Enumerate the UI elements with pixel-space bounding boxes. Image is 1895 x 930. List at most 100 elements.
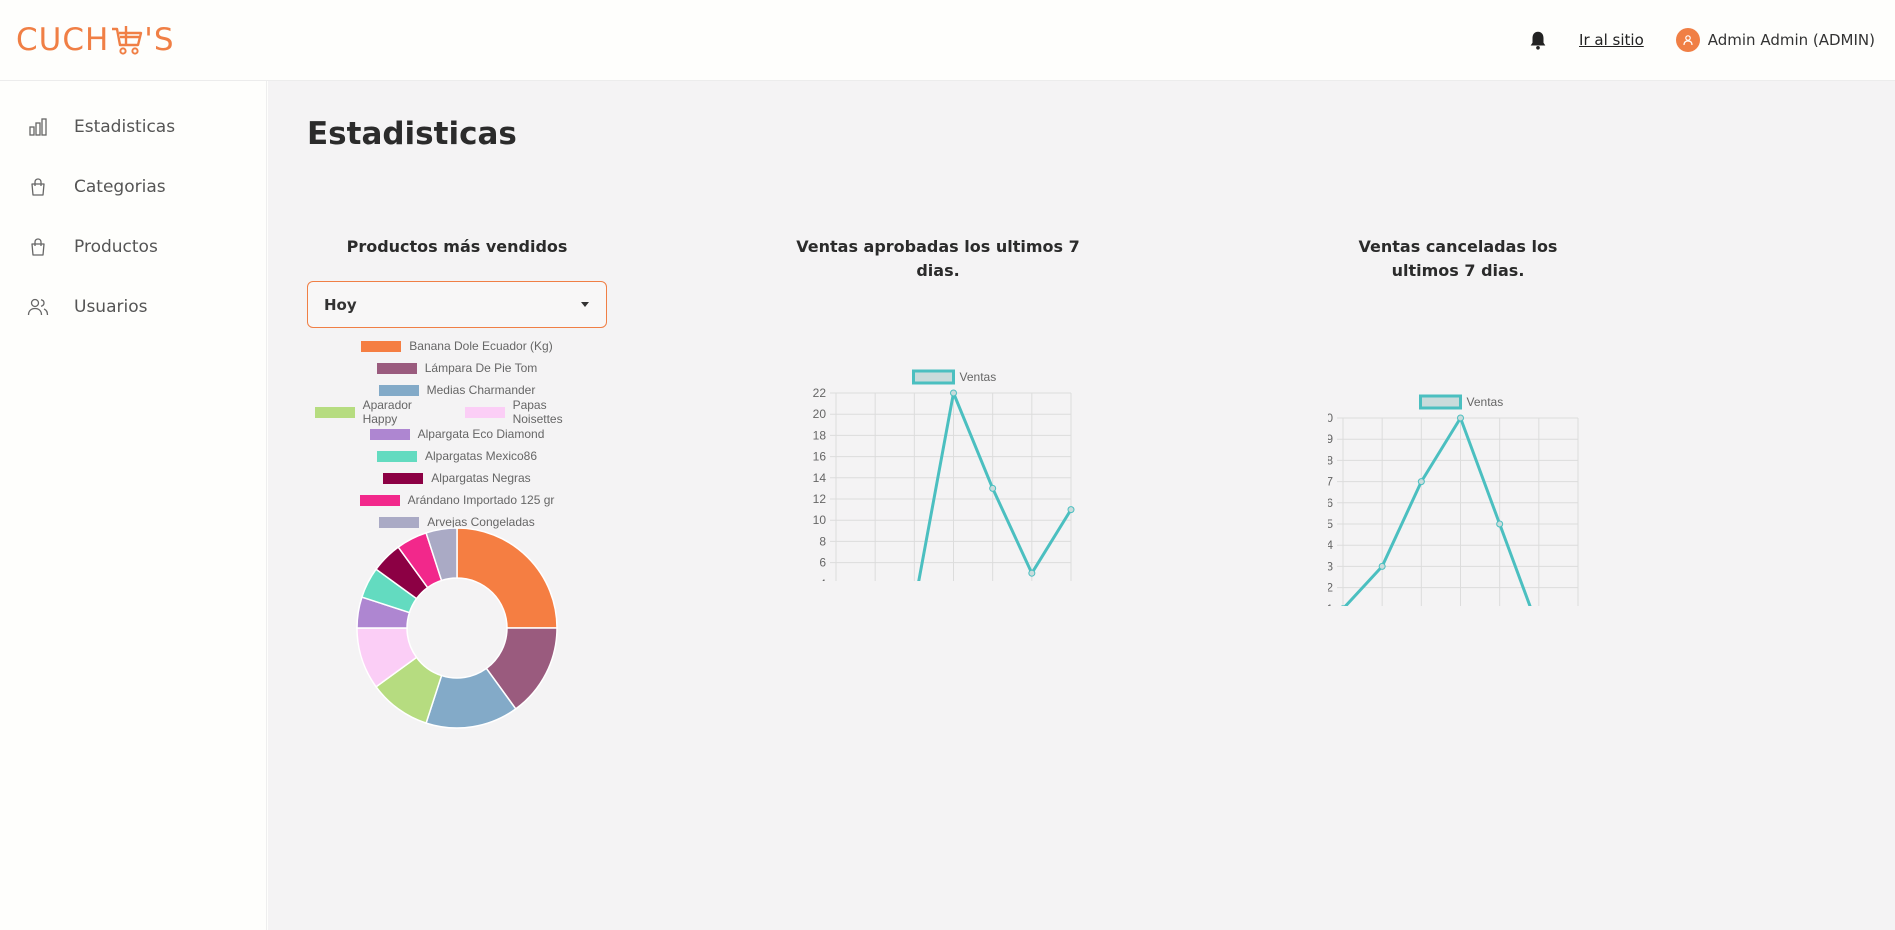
y-tick-label: 4	[819, 577, 826, 581]
go-to-site-link[interactable]: Ir al sitio	[1579, 31, 1644, 49]
y-tick-label: 3	[1328, 559, 1333, 573]
main-content: Estadisticas Productos más vendidos Hoy …	[268, 81, 1895, 930]
sidebar-item-label: Categorias	[74, 177, 166, 197]
data-point[interactable]	[1028, 569, 1036, 577]
sidebar: Estadisticas Categorias Productos	[0, 81, 267, 930]
legend-swatch	[315, 406, 355, 418]
best-sellers-legend: Banana Dole Ecuador (Kg) Lámpara De Pie …	[307, 335, 607, 533]
header-actions: Ir al sitio Admin Admin (ADMIN)	[1527, 25, 1875, 55]
data-point[interactable]	[1378, 562, 1386, 570]
y-tick-label: 12	[813, 492, 827, 506]
legend-label: Arándano Importado 125 gr	[407, 493, 555, 507]
legend-swatch	[359, 494, 400, 506]
pie-slice[interactable]	[456, 527, 558, 629]
bar-chart-icon	[27, 116, 49, 138]
logo-text-right: 'S	[144, 22, 175, 58]
period-select[interactable]: Hoy	[307, 281, 607, 328]
users-icon	[27, 296, 49, 318]
legend-item[interactable]: Alpargata Eco Diamond	[369, 427, 545, 441]
legend-label: Arvejas Congeladas	[427, 515, 535, 529]
legend-swatch	[379, 516, 420, 528]
y-tick-label: 10	[1328, 411, 1333, 425]
period-select-value: Hoy	[324, 295, 357, 314]
legend-label: Banana Dole Ecuador (Kg)	[409, 339, 553, 353]
y-tick-label: 20	[813, 407, 827, 421]
legend-label: Ventas	[1467, 395, 1504, 409]
legend-label: Alpargatas Mexico86	[424, 449, 538, 463]
user-name: Admin Admin (ADMIN)	[1707, 31, 1875, 49]
y-tick-label: 2	[1328, 581, 1333, 595]
y-tick-label: 16	[813, 450, 827, 464]
y-tick-label: 7	[1328, 475, 1333, 489]
legend-item[interactable]: Aparador Happy	[315, 398, 449, 426]
sidebar-item-usuarios[interactable]: Usuarios	[27, 292, 147, 322]
page-title: Estadisticas	[307, 116, 517, 152]
data-point[interactable]	[1457, 414, 1464, 422]
y-tick-label: 8	[819, 534, 826, 548]
sidebar-item-productos[interactable]: Productos	[27, 232, 158, 262]
user-menu[interactable]: Admin Admin (ADMIN)	[1675, 28, 1875, 52]
canceled-sales-title: Ventas canceladas los ultimos 7 dias.	[1358, 237, 1558, 280]
y-tick-label: 8	[1328, 453, 1333, 467]
legend-item[interactable]: Alpargatas Mexico86	[376, 449, 538, 463]
best-sellers-title: Productos más vendidos	[346, 237, 568, 256]
y-tick-label: 6	[1328, 496, 1333, 510]
top-bar: CUCH 'S Ir al sitio Admin Admin (ADMIN)	[0, 0, 1895, 81]
y-tick-label: 5	[1328, 517, 1333, 531]
sidebar-item-categorias[interactable]: Categorias	[27, 172, 166, 202]
legend-item[interactable]: Papas Noisettes	[465, 398, 599, 426]
y-tick-label: 9	[1328, 432, 1333, 446]
legend-swatch	[383, 472, 424, 484]
sidebar-item-label: Estadisticas	[74, 117, 176, 137]
approved-sales-line-chart[interactable]: Ventas2468101214161820222023-07-152023-0…	[808, 281, 1108, 581]
data-point[interactable]	[950, 389, 957, 397]
legend-item[interactable]: Arvejas Congeladas	[379, 515, 535, 529]
y-tick-label: 10	[813, 513, 827, 527]
data-point[interactable]	[989, 484, 997, 492]
avatar	[1675, 28, 1700, 52]
y-tick-label: 6	[819, 556, 826, 570]
legend-item[interactable]: Alpargatas Negras	[383, 471, 531, 485]
legend-label: Ventas	[960, 370, 997, 384]
y-tick-label: 4	[1328, 538, 1333, 552]
legend-item[interactable]: Lámpara De Pie Tom	[376, 361, 538, 375]
data-point[interactable]	[1067, 506, 1075, 514]
y-tick-label: 22	[813, 386, 827, 400]
legend-item[interactable]: Medias Charmander	[378, 383, 536, 397]
legend-swatch	[376, 362, 417, 374]
sidebar-item-estadisticas[interactable]: Estadisticas	[27, 112, 175, 142]
best-sellers-donut-chart[interactable]	[355, 526, 559, 730]
logo-text-left: CUCH	[16, 22, 110, 58]
legend-item[interactable]: Banana Dole Ecuador (Kg)	[361, 339, 553, 353]
approved-sales-title: Ventas aprobadas los ultimos 7 dias.	[796, 237, 1080, 280]
bell-icon[interactable]	[1527, 29, 1549, 51]
y-tick-label: 1	[1328, 602, 1333, 606]
cart-logo-icon	[112, 26, 143, 55]
legend-label: Medias Charmander	[426, 383, 536, 397]
legend-label: Lámpara De Pie Tom	[424, 361, 538, 375]
legend-swatch	[378, 384, 419, 396]
canceled-sales-line-chart[interactable]: Ventas0123456789102023-07-152023-07-1620…	[1328, 306, 1628, 606]
legend-swatch	[912, 369, 955, 385]
y-tick-label: 18	[813, 428, 827, 442]
legend-swatch	[465, 406, 505, 418]
legend-swatch	[369, 428, 410, 440]
caret-down-icon	[581, 302, 589, 307]
brand-logo[interactable]: CUCH 'S	[16, 20, 175, 60]
pie-slice[interactable]	[425, 527, 458, 582]
data-point[interactable]	[1496, 520, 1504, 528]
y-tick-label: 14	[813, 471, 827, 485]
shopping-bag-icon	[27, 236, 49, 258]
legend-label: Aparador Happy	[362, 398, 412, 426]
sidebar-item-label: Usuarios	[74, 297, 148, 317]
legend-item[interactable]: Arándano Importado 125 gr	[359, 493, 555, 507]
user-icon	[1683, 35, 1693, 46]
data-point[interactable]	[1417, 478, 1425, 486]
legend-swatch	[376, 450, 417, 462]
legend-label: Alpargata Eco Diamond	[417, 427, 545, 441]
legend-label: Alpargatas Negras	[431, 471, 531, 485]
legend-label: Papas Noisettes	[512, 398, 563, 426]
sidebar-item-label: Productos	[74, 237, 158, 257]
legend-swatch	[361, 340, 402, 352]
shopping-bag-icon	[27, 176, 49, 198]
